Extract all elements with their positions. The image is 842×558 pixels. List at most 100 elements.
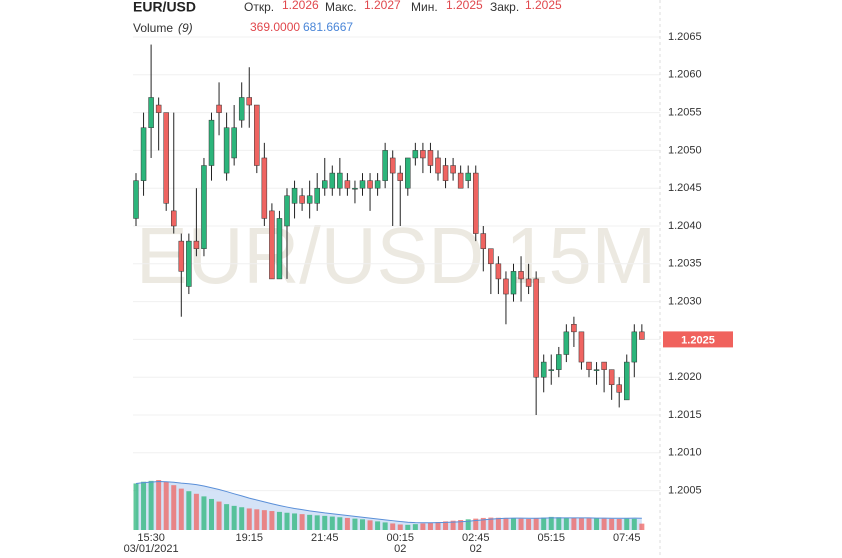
candle-body [525, 278, 532, 287]
open-label: Откр. [244, 0, 274, 14]
candle-body [540, 361, 547, 378]
candle-body [367, 180, 373, 189]
volume-bar [435, 522, 441, 530]
volume-bar [193, 493, 199, 530]
volume-bar [360, 519, 365, 530]
volume-bar [511, 518, 516, 530]
candle-body [291, 187, 298, 204]
candle-body [306, 195, 313, 204]
volume-bar [141, 481, 147, 530]
candle-body [608, 369, 615, 386]
volume-bar [133, 483, 139, 530]
candle-body [510, 271, 517, 295]
low-label: Мин. [411, 0, 438, 14]
volume-bar [375, 521, 381, 530]
candle-body [601, 361, 607, 370]
candle-body [556, 354, 562, 370]
volume-bar [224, 504, 230, 530]
candle-body [412, 150, 419, 159]
volume-bar [601, 518, 607, 530]
candle-body [261, 157, 268, 219]
candle-body [314, 187, 320, 204]
volume-bar [518, 518, 524, 530]
candle-body [450, 165, 456, 174]
candle-body [163, 112, 169, 204]
volume-bar [239, 507, 245, 530]
y-tick-label: 1.2015 [668, 409, 702, 421]
candle-body [155, 104, 162, 113]
candle-body [389, 157, 396, 174]
candle-body [382, 150, 388, 181]
volume-bar [299, 514, 305, 530]
volume-bar [405, 524, 411, 530]
x-tick-label: 05:15 [537, 532, 565, 544]
candle-body [231, 127, 237, 159]
candle-body [495, 263, 502, 280]
volume-bar [390, 523, 396, 530]
low-value: 1.2025 [446, 0, 483, 12]
x-tick-sublabel: 03/01/2021 [124, 543, 179, 555]
candle-body [329, 172, 336, 189]
volume-bar [352, 518, 358, 530]
candle-body [201, 165, 207, 249]
volume-bar [209, 498, 214, 530]
volume-bar [367, 520, 373, 530]
volume-bar [495, 517, 501, 530]
volume-bar [382, 522, 388, 530]
candle-body [276, 218, 283, 280]
volume-bar [586, 518, 592, 530]
volume-bar [337, 517, 343, 530]
volume-bar [548, 516, 554, 530]
candle-body [624, 361, 630, 401]
open-value: 1.2026 [282, 0, 319, 12]
candle-body [639, 331, 645, 340]
volume-bar [503, 517, 509, 530]
candle-body [337, 172, 343, 189]
volume-bar [465, 519, 471, 530]
high-label: Макс. [325, 0, 357, 14]
candle-body [344, 180, 351, 189]
candle-body [578, 331, 585, 363]
y-tick-label: 1.2010 [668, 447, 702, 459]
candle-body [140, 127, 147, 181]
y-tick-label: 1.2065 [668, 31, 702, 43]
candle-body [631, 331, 638, 363]
volume-bar [246, 508, 252, 530]
candle-body [405, 157, 411, 189]
candle-body [322, 180, 328, 189]
volume-bar [571, 517, 577, 530]
y-tick-label: 1.2050 [668, 144, 702, 156]
volume-bar [427, 522, 433, 530]
candle-body [571, 324, 577, 333]
volume-ma-readout: 681.6667 [303, 20, 353, 34]
candle-body [420, 150, 426, 159]
candle-body [457, 172, 464, 189]
volume-period: (9) [178, 21, 193, 35]
candle-body [148, 97, 154, 128]
volume-bar [594, 518, 600, 530]
volume-bar [631, 518, 637, 530]
last-price-tag [663, 331, 733, 348]
candle-body [299, 195, 305, 204]
candle-body [171, 210, 177, 227]
candle-body [442, 165, 449, 181]
candle-body [238, 97, 245, 121]
volume-bar [639, 523, 645, 530]
volume-bar [533, 518, 539, 530]
volume-bar [458, 520, 464, 530]
candle-body [593, 369, 600, 371]
volume-bar [578, 518, 584, 530]
close-label: Закр. [490, 0, 519, 14]
volume-bar [148, 480, 154, 530]
candle-body [178, 240, 185, 272]
volume-title: Volume [133, 21, 173, 35]
candle-body [427, 150, 434, 166]
y-tick-label: 1.2005 [668, 485, 702, 497]
volume-bar [178, 488, 184, 530]
volume-bar [480, 517, 486, 530]
y-tick-label: 1.2030 [668, 296, 702, 308]
y-tick-label: 1.2040 [668, 220, 702, 232]
volume-bar [412, 524, 418, 530]
